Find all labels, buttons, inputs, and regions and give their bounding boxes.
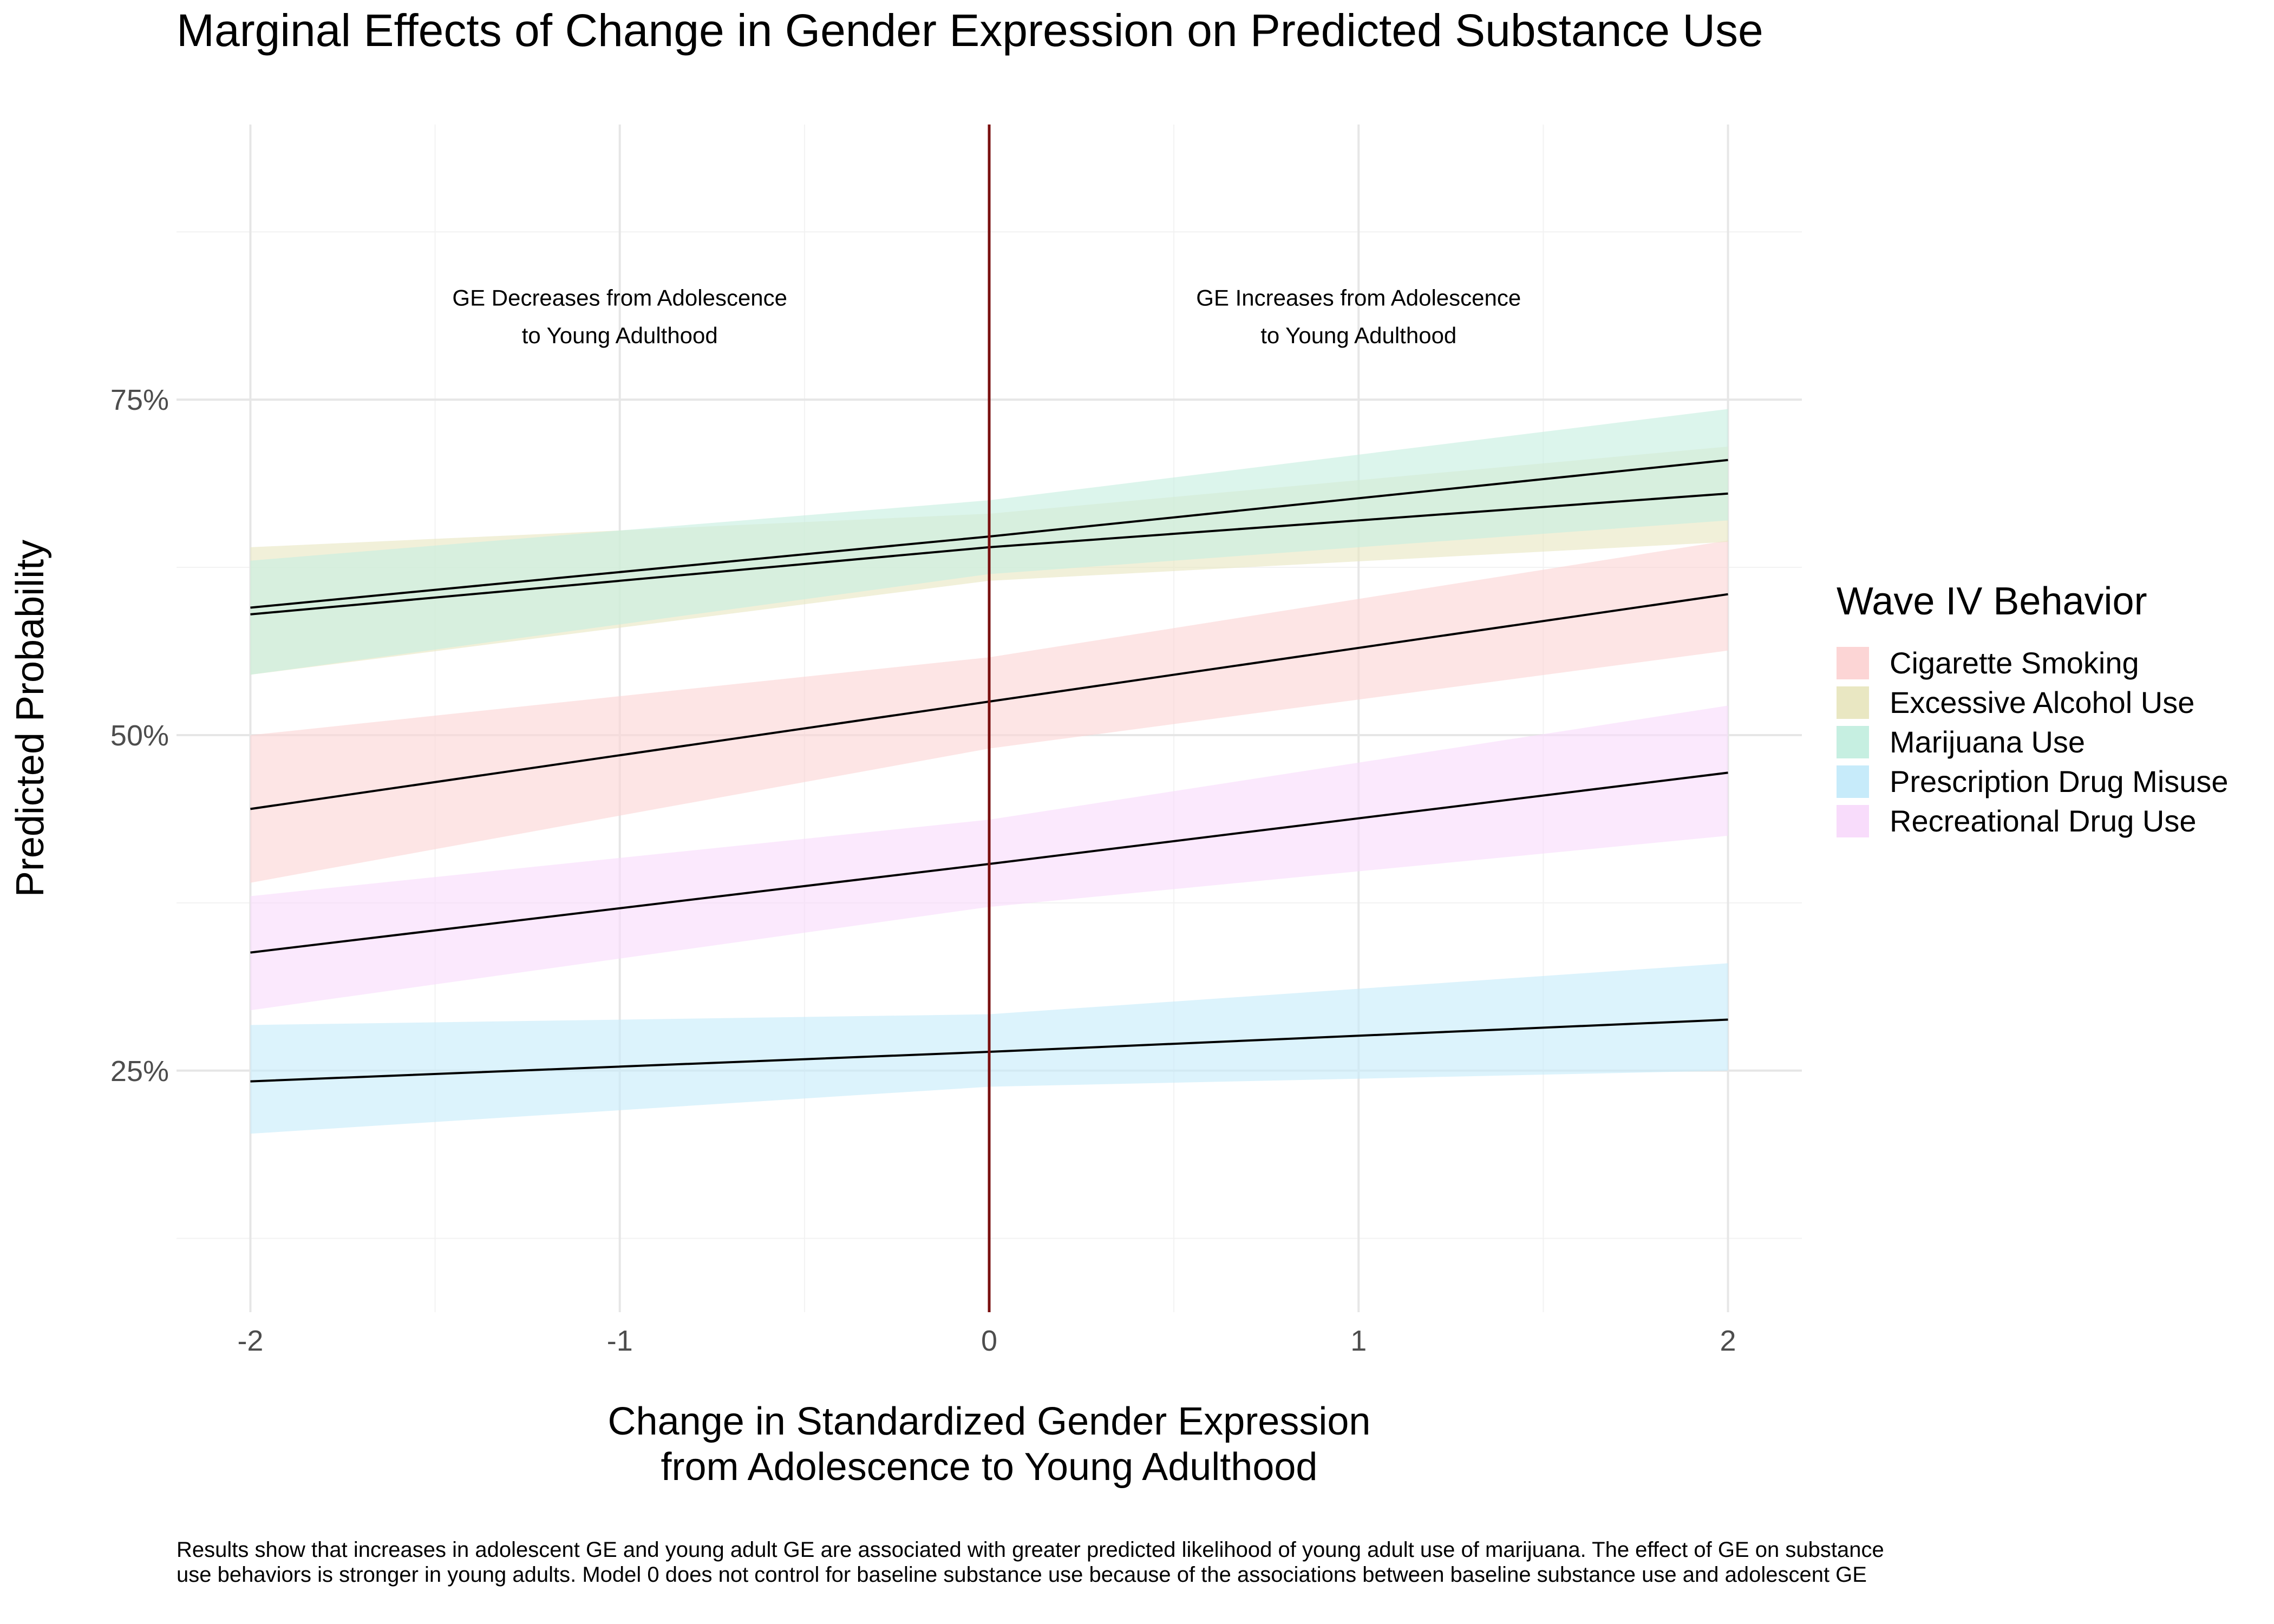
legend-item-excessive-alcohol-use: Excessive Alcohol Use <box>1837 683 2229 722</box>
legend-swatch <box>1837 646 1869 679</box>
x-tick-label: 2 <box>1720 1325 1736 1357</box>
legend-label: Recreational Drug Use <box>1890 804 2197 838</box>
y-tick-label: 50% <box>110 719 169 752</box>
annotation-text: GE Decreases from Adolescence <box>452 285 787 311</box>
legend-label: Excessive Alcohol Use <box>1890 685 2195 719</box>
legend-title: Wave IV Behavior <box>1837 580 2147 623</box>
annotations: GE Decreases from Adolescence to Young Ad… <box>452 285 1521 348</box>
legend-label: Prescription Drug Misuse <box>1890 764 2229 798</box>
y-axis-title: Predicted Probability <box>9 540 52 897</box>
x-axis-title: Change in Standardized Gender Expression <box>608 1400 1371 1443</box>
y-tick-label: 75% <box>110 384 169 416</box>
caption: Results show that increases in adolescen… <box>177 1538 1884 1587</box>
legend-swatch <box>1837 804 1869 837</box>
legend-swatch <box>1837 725 1869 758</box>
legend-swatch <box>1837 686 1869 719</box>
y-tick-label: 25% <box>110 1055 169 1088</box>
legend: Wave IV Behavior Cigarette Smoking Excess… <box>1837 579 2229 841</box>
x-axis-title: from Adolescence to Young Adulthood <box>661 1445 1318 1489</box>
x-tick-label: -1 <box>607 1325 633 1357</box>
legend-item-cigarette-smoking: Cigarette Smoking <box>1837 643 2229 683</box>
legend-item-recreational-drug-use: Recreational Drug Use <box>1837 801 2229 841</box>
tick-labels: -2 -1 0 1 2 25% 50% 75% <box>110 384 1736 1357</box>
x-tick-label: -2 <box>237 1325 263 1357</box>
annotation-text: to Young Adulthood <box>522 323 718 348</box>
chart-title: Marginal Effects of Change in Gender Exp… <box>177 5 1763 56</box>
annotation-text: GE Increases from Adolescence <box>1196 285 1521 311</box>
axis-titles: Change in Standardized Gender Expression… <box>9 540 1370 1489</box>
x-tick-label: 0 <box>981 1325 997 1357</box>
legend-label: Marijuana Use <box>1890 725 2086 759</box>
legend-label: Cigarette Smoking <box>1890 646 2139 680</box>
legend-item-marijuana-use: Marijuana Use <box>1837 722 2229 762</box>
legend-item-prescription-drug-misuse: Prescription Drug Misuse <box>1837 762 2229 801</box>
annotation-text: to Young Adulthood <box>1260 323 1456 348</box>
legend-items: Cigarette Smoking Excessive Alcohol Use Ma… <box>1837 643 2229 841</box>
legend-swatch <box>1837 765 1869 798</box>
x-tick-label: 1 <box>1350 1325 1367 1357</box>
